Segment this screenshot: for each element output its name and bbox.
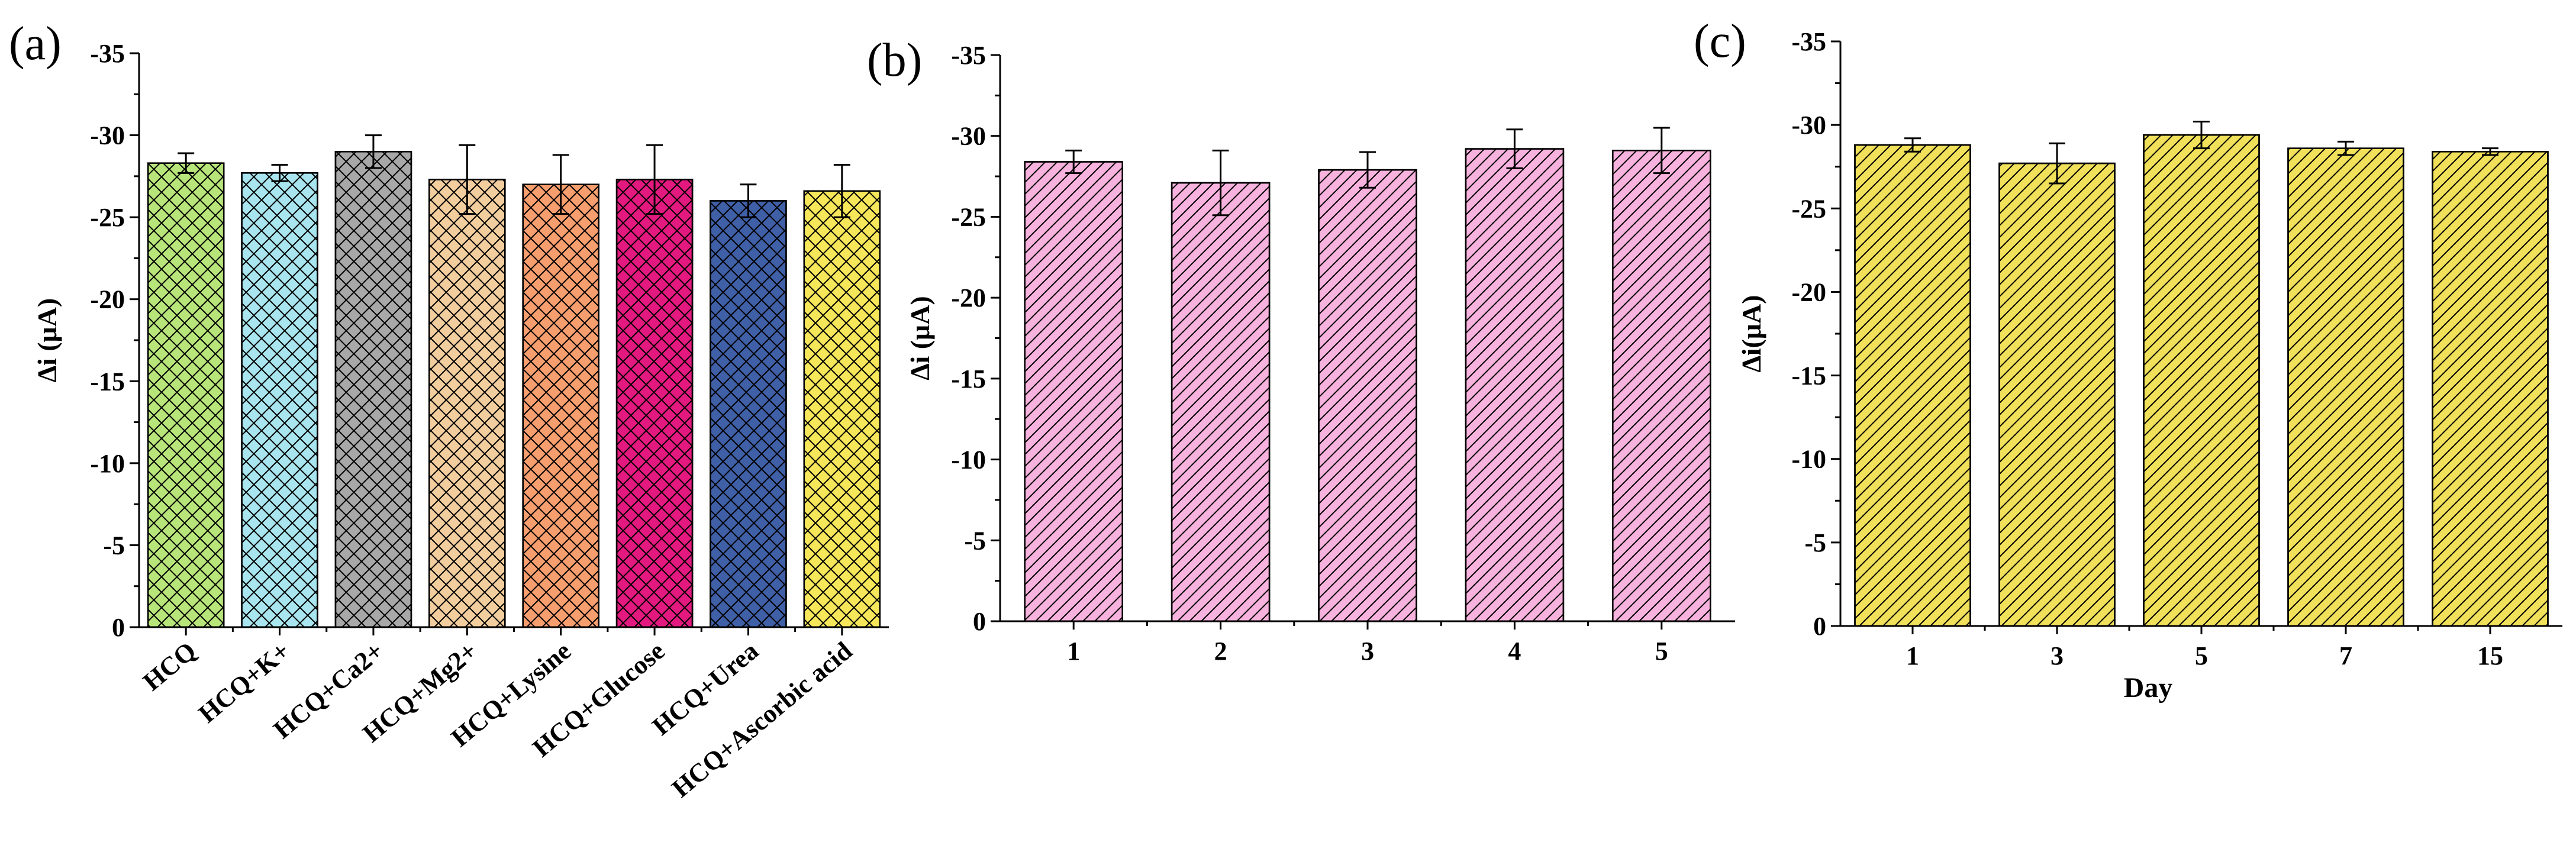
y-tick-label: -10 [90,449,125,478]
panel-label: (c) [1694,15,1746,67]
bar-hatch [147,162,225,628]
panel-label: (b) [867,34,922,86]
bar-hatch [710,200,787,628]
y-tick-label: -25 [1791,194,1826,223]
y-tick-label: -30 [1791,111,1826,140]
bar-hatch [522,183,599,628]
x-tick-label: 1 [1067,637,1080,666]
x-axis-label: Day [2124,672,2173,703]
y-tick-label: -35 [951,41,986,70]
bar-hatch [1465,148,1565,622]
y-tick-label: -15 [90,367,125,396]
y-tick-label: -25 [951,202,986,231]
bar-hatch [428,179,506,628]
y-tick-label: -20 [90,285,125,314]
bar-hatch [2287,147,2404,627]
y-tick-label: -15 [951,364,986,393]
y-tick-label: -5 [103,531,125,560]
y-tick-label: -5 [1804,528,1826,557]
bar-hatch [1318,169,1417,622]
x-tick-label: 3 [2051,641,2064,670]
bar-hatch [1998,162,2116,627]
y-tick-label: -15 [1791,362,1826,390]
x-tick-label: HCQ [137,636,201,696]
x-tick-label: 5 [1655,637,1668,666]
panel-label: (a) [9,18,62,70]
x-tick-label: 7 [2339,641,2352,670]
x-tick-label: 4 [1508,637,1521,666]
x-tick-label: 5 [2195,641,2208,670]
y-tick-label: -20 [1791,277,1826,306]
bar-hatch [241,172,318,628]
x-tick-label: 2 [1214,637,1227,666]
y-tick-label: -30 [90,121,125,150]
y-tick-label: -10 [1791,445,1826,474]
x-tick-label: HCQ+Ascorbic acid [666,636,857,803]
bar-hatch [334,151,412,628]
y-tick-label: 0 [112,613,125,642]
chart-panel-c: (c) 0 -5 -10 -15 -20 -25 -30 -35 ∆i(μA) 1 3 5 7 15 Day [1694,15,2562,703]
x-tick-label: 1 [1906,641,1919,670]
y-tick-label: -30 [951,122,986,151]
bar-hatch [1024,161,1123,622]
bar-hatch [615,179,694,628]
y-tick-label: -35 [1791,27,1826,56]
y-axis-label: ∆i (μA) [905,296,935,380]
y-tick-label: -20 [951,283,986,312]
chart-panel-a: (a)0-5-10-15-20-25-30-35∆i (μA)HCQHCQ+K+… [9,18,889,803]
x-tick-label: 15 [2477,641,2503,670]
y-tick-label: -35 [90,39,125,68]
x-tick-label: 3 [1361,637,1374,666]
y-tick-label: 0 [1813,612,1826,641]
bar-hatch [1171,182,1271,622]
y-tick-label: 0 [973,607,986,636]
bar-hatch [1854,144,1971,627]
chart-panel-b: (b) 0 -5 -10 -15 -20 -25 -30 -35 ∆i (μA) 1 2 3 4 5 [867,34,1735,666]
bar-hatch [2143,134,2260,627]
bar-hatch [803,190,881,628]
y-axis-label: ∆i(μA) [1736,295,1766,373]
y-tick-label: -10 [951,446,986,475]
y-tick-label: -25 [90,203,125,232]
bar-hatch [2432,151,2549,627]
bar-hatch [1612,150,1711,622]
y-tick-label: -5 [964,526,986,555]
y-axis-label: ∆i (μA) [32,298,62,382]
